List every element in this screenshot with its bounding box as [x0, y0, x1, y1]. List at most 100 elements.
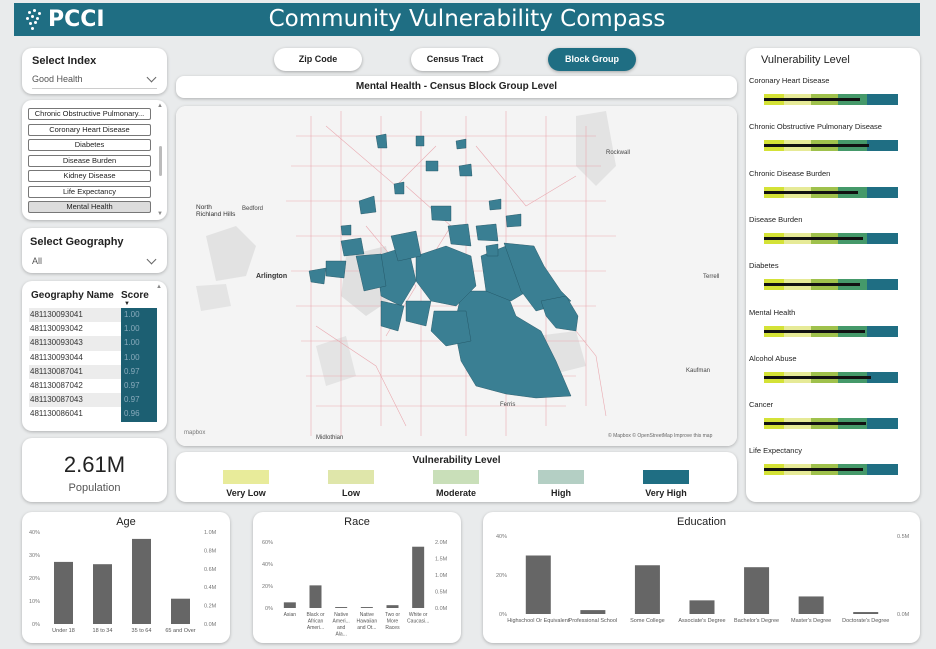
bar[interactable]	[634, 565, 660, 614]
bar[interactable]	[525, 555, 551, 615]
x-tick-label: Master's Degree	[791, 618, 831, 624]
scroll-up-icon[interactable]: ▲	[157, 103, 163, 109]
x-tick-label: Bachelor's Degree	[734, 618, 779, 624]
legend-title: Vulnerability Level	[412, 455, 501, 466]
bar-segment	[867, 232, 898, 244]
vulnerability-item-label: Cancer	[749, 400, 774, 410]
legend-swatch	[328, 470, 374, 484]
index-list-item[interactable]: Coronary Heart Disease	[28, 123, 151, 136]
index-list-item[interactable]: Kidney Disease	[28, 170, 151, 182]
bar[interactable]	[309, 585, 322, 608]
table-row[interactable]: 481130093042 1.00	[29, 322, 159, 337]
bar[interactable]	[386, 605, 399, 608]
bar[interactable]	[798, 596, 824, 614]
vulnerability-item-label: Alcohol Abuse	[749, 353, 797, 363]
scroll-up-icon[interactable]: ▲	[156, 284, 162, 290]
education-chart-card: Education 0% 20% 40% 0.0M 0.5M Highschool Or …	[483, 512, 920, 643]
table-row[interactable]: 481130087042 0.97	[29, 378, 159, 394]
index-list-item[interactable]: Disease Burden	[28, 154, 151, 167]
score-cell: 1.00	[121, 336, 157, 351]
bar[interactable]	[689, 600, 715, 614]
table-row[interactable]: 481130093041 1.00	[29, 308, 159, 323]
legend-label: Moderate	[435, 488, 476, 498]
index-list-item[interactable]: Life Expectancy	[28, 185, 151, 198]
bar[interactable]	[283, 602, 296, 608]
chevron-down-icon	[146, 254, 157, 264]
select-index-dropdown[interactable]: Good Health	[32, 72, 157, 84]
y-tick-right: 0.2M	[204, 604, 217, 610]
legend-card: Vulnerability Level Very Low Low Moderate H…	[176, 452, 737, 502]
population-value: 2.61M	[63, 452, 126, 477]
table-row[interactable]: 481130087043 0.97	[29, 393, 159, 408]
bar[interactable]	[171, 598, 190, 624]
mapbox-logo: mapbox	[184, 430, 205, 436]
x-tick-label: Two or More Races	[385, 612, 400, 631]
tab-zip-code[interactable]: Zip Code	[274, 48, 362, 71]
score-cell: 1.00	[121, 322, 157, 337]
map-card[interactable]: Bedford Arlington Rockwall Terrell Kaufm…	[176, 106, 737, 446]
x-tick-label: Doctorate's Degree	[842, 618, 889, 624]
vulnerability-item-label: Chronic Disease Burden	[749, 168, 831, 178]
map-canvas[interactable]: Bedford Arlington Rockwall Terrell Kaufm…	[176, 106, 737, 446]
score-cell: 0.97	[121, 364, 157, 379]
table-header-geography[interactable]: Geography Name	[31, 290, 114, 301]
table-row[interactable]: 481130086041 0.96	[29, 407, 159, 422]
sort-desc-icon[interactable]: ▼	[124, 301, 130, 307]
bar-value-line	[764, 422, 866, 426]
tab-census-tract[interactable]: Census Tract	[411, 48, 499, 71]
bar-segment	[867, 464, 898, 476]
bar-value-line	[764, 375, 872, 379]
place-arlington: Arlington	[256, 273, 287, 280]
bar[interactable]	[853, 612, 879, 614]
vulnerability-bullet-bar	[764, 371, 898, 383]
scroll-down-icon[interactable]: ▼	[157, 211, 163, 217]
geography-name-cell: 481130093041	[29, 308, 121, 323]
place-ferris: Ferris	[500, 402, 515, 408]
x-tick-label: Native Ameri... and Ala...	[333, 612, 350, 638]
y-tick-left: 30%	[29, 553, 40, 559]
bar[interactable]	[335, 607, 348, 608]
map-attribution[interactable]: © Mapbox © OpenStreetMap Improve this ma…	[608, 432, 713, 439]
bar[interactable]	[132, 538, 151, 624]
list-scrollbar[interactable]	[159, 146, 162, 176]
score-cell: 0.97	[121, 393, 157, 408]
legend-label: High	[551, 488, 571, 498]
table-header-score[interactable]: Score	[121, 290, 149, 301]
vulnerability-item-label: Mental Health	[749, 307, 796, 317]
index-list-item[interactable]: Mental Health	[28, 201, 151, 213]
bar[interactable]	[54, 561, 73, 624]
bar-segment	[867, 140, 898, 152]
bar[interactable]	[360, 607, 373, 608]
index-list-item[interactable]: Chronic Obstructive Pulmonary...	[28, 108, 151, 120]
geography-name-cell: 481130093044	[30, 352, 83, 362]
logo-mark-icon	[26, 8, 46, 31]
x-tick-label: Asian	[284, 612, 297, 618]
bar-segment	[867, 371, 898, 383]
legend-label: Very High	[645, 488, 687, 498]
bar-segment	[867, 325, 898, 337]
geography-name-cell: 481130087043	[29, 393, 121, 408]
bar[interactable]	[580, 610, 606, 614]
tab-block-group[interactable]: Block Group	[548, 48, 636, 71]
education-chart: 0% 20% 40% 0.0M 0.5M Highschool Or Equivalent…	[496, 534, 910, 624]
table-row[interactable]: 481130087041 0.97	[29, 364, 159, 379]
geography-name-cell: 481130093042	[30, 324, 83, 334]
place-north-richland-hills-label: North Richland Hills	[196, 204, 236, 218]
bar[interactable]	[93, 564, 112, 624]
select-index-label: Select Index	[32, 55, 97, 67]
index-list-item[interactable]: Diabetes	[28, 139, 151, 151]
bar[interactable]	[412, 546, 425, 608]
table-row[interactable]: 481130093044 1.00	[29, 350, 159, 365]
vulnerability-item-label: Coronary Heart Disease	[749, 76, 830, 85]
very-high-block-groups[interactable]	[308, 133, 579, 399]
table-row[interactable]: 481130093043 1.00	[29, 336, 159, 351]
select-geography-dropdown[interactable]: All	[32, 254, 157, 266]
bar-value-line	[764, 468, 864, 472]
vulnerability-panel: Vulnerability Level Coronary Heart Disea…	[746, 48, 920, 502]
bar-value-line	[764, 144, 869, 148]
y-tick-right: 1.0M	[204, 530, 217, 536]
bar[interactable]	[744, 567, 770, 614]
vulnerability-item-label: Life Expectancy	[749, 446, 802, 456]
y-tick-left: 40%	[496, 534, 507, 540]
y-tick-left: 20%	[29, 576, 40, 582]
